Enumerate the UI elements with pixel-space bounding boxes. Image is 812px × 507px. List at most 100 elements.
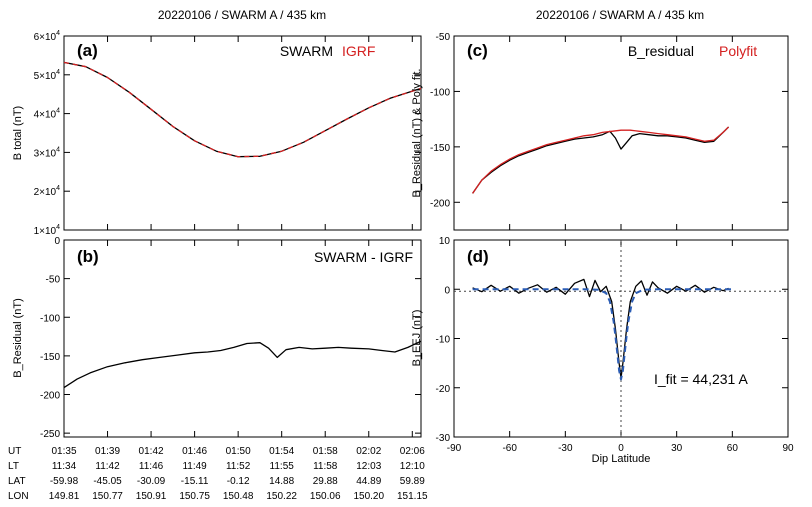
panel-d-label: (d) [467, 247, 489, 266]
x-tick-label: 0 [618, 443, 624, 454]
orbit-x-axis-table: UT 01:35 01:39 01:42 01:46 01:50 01:54 01:58 02:… [8, 446, 428, 502]
panel-c-x-ticks [453, 36, 789, 230]
table-cell: 150.06 [310, 491, 341, 502]
table-cell: 01:58 [313, 446, 338, 457]
y-tick-label: 0 [444, 285, 450, 296]
table-row-label: LAT [8, 476, 26, 487]
table-cell: 11:52 [226, 461, 251, 472]
table-cell: -0.12 [227, 476, 250, 487]
table-cell: 01:39 [95, 446, 120, 457]
series-line-1 [472, 278, 729, 379]
legend-a-swarm: SWARM [280, 43, 333, 59]
x-tick-label: -60 [502, 443, 517, 454]
table-cell: -15.11 [181, 476, 209, 487]
panel-d-axes: -30 -20 -10 0 10 -90 -60 -30 0 30 60 90 [436, 236, 794, 454]
x-tick-label: -90 [447, 443, 462, 454]
left-title: 20220106 / SWARM A / 435 km [158, 8, 326, 22]
series-line-1 [472, 126, 730, 194]
y-tick-label: 0 [54, 236, 60, 247]
table-cell: 151.15 [397, 491, 428, 502]
panel-d-xlabel: Dip Latitude [592, 453, 651, 465]
table-row-label: LT [8, 461, 19, 472]
panel-c-ylabel: B_Residual (nT) & Poly fit. [411, 69, 423, 198]
panel-c-frame [453, 35, 789, 231]
table-row-label: LON [8, 491, 29, 502]
panel-c-series [472, 126, 730, 194]
panel-d-ylabel: B_EEJ (nT) [411, 310, 423, 367]
table-cell: 11:42 [95, 461, 120, 472]
table-row-label: UT [8, 446, 21, 457]
table-cell: 29.88 [313, 476, 338, 487]
right-title: 20220106 / SWARM A / 435 km [536, 8, 704, 22]
y-tick-label: -30 [436, 433, 451, 444]
panel-a-ylabel: B total (nT) [12, 106, 24, 160]
panel-d-series [472, 278, 733, 381]
x-tick-label: 90 [782, 443, 794, 454]
panel-ab-x-ticks [63, 36, 413, 437]
table-cell: 12:10 [400, 461, 425, 472]
y-tick-label: 5×104 [34, 69, 61, 82]
table-cell: 150.20 [353, 491, 384, 502]
y-tick-label: -100 [40, 313, 60, 324]
panel-d-frame [453, 239, 789, 438]
panel-a-y-axis: 1×104 2×104 3×104 4×104 5×104 6×104 [34, 30, 421, 237]
panel-b-label: (b) [77, 247, 99, 266]
series-line-2 [472, 126, 730, 194]
legend-b: SWARM - IGRF [314, 249, 413, 265]
y-tick-label: -150 [40, 352, 60, 363]
table-cell: 01:42 [139, 446, 164, 457]
x-tick-label: -30 [558, 443, 573, 454]
x-tick-label: 30 [671, 443, 683, 454]
table-cell: 02:02 [356, 446, 381, 457]
table-cell: 01:46 [182, 446, 207, 457]
panel-b-series [63, 340, 422, 389]
y-tick-label: 6×104 [34, 30, 61, 43]
table-cell: 14.88 [269, 476, 294, 487]
table-cell: -59.98 [50, 476, 79, 487]
panel-a-label: (a) [77, 41, 98, 60]
panel-c-label: (c) [467, 41, 488, 60]
table-cell: 11:34 [52, 461, 77, 472]
x-tick-label: 60 [727, 443, 739, 454]
y-tick-label: -150 [430, 143, 450, 154]
table-cell: 150.48 [223, 491, 254, 502]
y-tick-label: -10 [436, 335, 451, 346]
legend-c-bresidual: B_residual [628, 43, 694, 59]
table-cell: 12:03 [356, 461, 381, 472]
y-tick-label: -20 [436, 384, 451, 395]
series-line-1 [63, 61, 422, 158]
y-tick-label: -50 [46, 275, 61, 286]
table-cell: 11:55 [270, 461, 295, 472]
y-tick-label: -200 [430, 198, 450, 209]
panel-a-series [63, 61, 422, 158]
table-cell: 11:46 [139, 461, 164, 472]
series-line-2 [472, 288, 733, 381]
y-tick-label: 1×104 [34, 224, 61, 237]
table-cell: 150.91 [136, 491, 167, 502]
panel-c-y-axis: -200 -150 -100 -50 [430, 32, 788, 209]
table-cell: 59.89 [400, 476, 425, 487]
table-cell: 150.77 [92, 491, 123, 502]
table-cell: 02:06 [400, 446, 425, 457]
y-tick-label: -100 [430, 87, 450, 98]
table-cell: 11:49 [182, 461, 207, 472]
table-cell: 01:35 [51, 446, 76, 457]
table-cell: 11:58 [313, 461, 338, 472]
y-tick-label: -250 [40, 429, 60, 440]
y-tick-label: -50 [436, 32, 451, 43]
table-cell: -45.05 [93, 476, 122, 487]
y-tick-label: 10 [439, 236, 451, 247]
y-tick-label: 2×104 [34, 185, 61, 198]
panel-b-y-axis: -250 -200 -150 -100 -50 0 [40, 236, 421, 440]
ifit-annotation: I_fit = 44,231 A [654, 371, 748, 387]
table-cell: 01:50 [226, 446, 251, 457]
panel-a-frame [63, 35, 422, 231]
table-cell: 01:54 [269, 446, 294, 457]
table-cell: 149.81 [49, 491, 80, 502]
table-cell: 150.75 [179, 491, 210, 502]
legend-c-polyfit: Polyfit [719, 43, 757, 59]
table-cell: -30.09 [137, 476, 166, 487]
table-cell: 44.89 [356, 476, 381, 487]
y-tick-label: 4×104 [34, 108, 61, 121]
